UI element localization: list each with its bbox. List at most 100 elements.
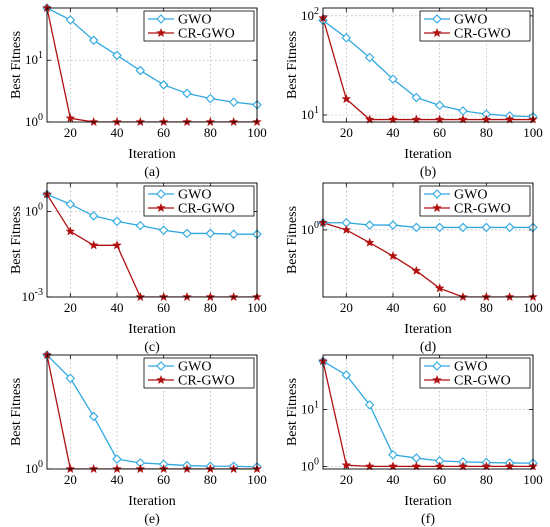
data-point-gwo xyxy=(65,15,76,25)
legend-label: GWO xyxy=(454,13,487,28)
legend-label: GWO xyxy=(454,360,487,375)
x-tick-label: 60 xyxy=(433,472,446,487)
y-axis-label: Best Fitness xyxy=(9,206,24,274)
x-tick-label: 60 xyxy=(433,125,446,140)
series-line-cr-gwo xyxy=(47,193,257,297)
y-axis-label: Best Fitness xyxy=(9,31,24,99)
series-line-cr-gwo xyxy=(323,222,533,297)
y-tick-label: 100 xyxy=(25,459,43,476)
series-line-cr-gwo xyxy=(323,361,533,468)
data-point-gwo xyxy=(88,35,99,46)
data-point-gwo xyxy=(88,211,99,221)
legend-label: CR-GWO xyxy=(178,202,235,217)
y-tick-label: 101 xyxy=(301,399,319,416)
x-tick-label: 60 xyxy=(433,300,446,315)
subfigure-caption: (f) xyxy=(421,512,435,527)
plot-frame xyxy=(46,7,258,123)
data-point-gwo xyxy=(411,453,422,463)
x-tick-label: 100 xyxy=(523,472,543,487)
subfigure-caption: (c) xyxy=(144,340,160,355)
data-point-cr-gwo xyxy=(388,114,398,124)
plot-frame xyxy=(322,354,534,470)
x-tick-label: 100 xyxy=(247,300,267,315)
x-tick-label: 40 xyxy=(387,472,400,487)
x-axis-label: Iteration xyxy=(128,147,175,162)
y-tick-label: 100 xyxy=(25,112,43,129)
data-point-cr-gwo xyxy=(504,461,515,471)
data-point-cr-gwo xyxy=(88,240,99,250)
data-point-gwo xyxy=(388,449,398,460)
data-point-gwo xyxy=(481,222,492,233)
plot-frame xyxy=(322,7,534,123)
plot-frame xyxy=(46,182,258,298)
x-tick-label: 40 xyxy=(387,300,400,315)
data-point-cr-gwo xyxy=(112,240,122,250)
data-point-gwo xyxy=(434,100,445,111)
x-tick-label: 20 xyxy=(340,300,353,315)
data-point-gwo xyxy=(458,106,468,116)
y-tick-label: 100 xyxy=(25,202,43,219)
y-axis-label: Best Fitness xyxy=(285,206,300,274)
data-point-cr-gwo xyxy=(481,461,492,471)
x-tick-label: 100 xyxy=(247,125,267,140)
data-point-cr-gwo xyxy=(65,226,76,236)
series-line-gwo xyxy=(47,8,257,106)
legend-label: CR-GWO xyxy=(178,374,235,389)
plot-frame xyxy=(322,182,534,298)
legend-label: GWO xyxy=(454,188,487,203)
y-axis-label: Best Fitness xyxy=(9,378,24,446)
x-tick-label: 80 xyxy=(480,125,493,140)
y-tick-label: 100 xyxy=(301,456,319,473)
data-point-cr-gwo xyxy=(388,461,398,471)
data-point-gwo xyxy=(112,216,122,227)
series-line-cr-gwo xyxy=(323,17,533,121)
data-point-gwo xyxy=(112,50,122,61)
data-point-cr-gwo xyxy=(458,461,468,471)
data-point-gwo xyxy=(88,411,99,422)
data-point-gwo xyxy=(388,220,398,230)
data-point-cr-gwo xyxy=(364,461,375,471)
x-tick-label: 80 xyxy=(480,300,493,315)
series-line-gwo xyxy=(323,360,533,464)
data-point-cr-gwo xyxy=(434,114,445,124)
x-axis-label: Iteration xyxy=(128,494,175,509)
legend-label: CR-GWO xyxy=(454,202,511,217)
data-point-gwo xyxy=(135,220,146,231)
data-point-cr-gwo xyxy=(341,224,352,235)
data-point-cr-gwo xyxy=(341,93,352,104)
data-point-gwo xyxy=(158,80,169,90)
x-tick-label: 80 xyxy=(480,472,493,487)
data-point-cr-gwo xyxy=(411,461,422,471)
x-tick-label: 40 xyxy=(387,125,400,140)
x-tick-label: 20 xyxy=(340,125,353,140)
series-line-gwo xyxy=(47,193,257,235)
subfigure-caption: (b) xyxy=(420,165,437,180)
x-tick-label: 80 xyxy=(204,472,217,487)
data-point-gwo xyxy=(341,33,352,43)
series-line-gwo xyxy=(47,355,257,468)
y-tick-label: 10-3 xyxy=(22,287,43,304)
data-point-gwo xyxy=(434,222,445,233)
data-point-gwo xyxy=(411,92,422,103)
data-point-gwo xyxy=(228,97,239,107)
x-tick-label: 60 xyxy=(157,472,170,487)
data-point-gwo xyxy=(158,225,169,236)
data-point-gwo xyxy=(182,88,192,99)
x-tick-label: 20 xyxy=(340,472,353,487)
data-point-cr-gwo xyxy=(434,461,445,471)
data-point-gwo xyxy=(205,228,216,239)
data-point-gwo xyxy=(411,222,422,233)
subfigure-caption: (a) xyxy=(144,165,160,180)
data-point-cr-gwo xyxy=(411,114,422,124)
data-point-gwo xyxy=(364,52,375,63)
x-axis-label: Iteration xyxy=(404,494,451,509)
